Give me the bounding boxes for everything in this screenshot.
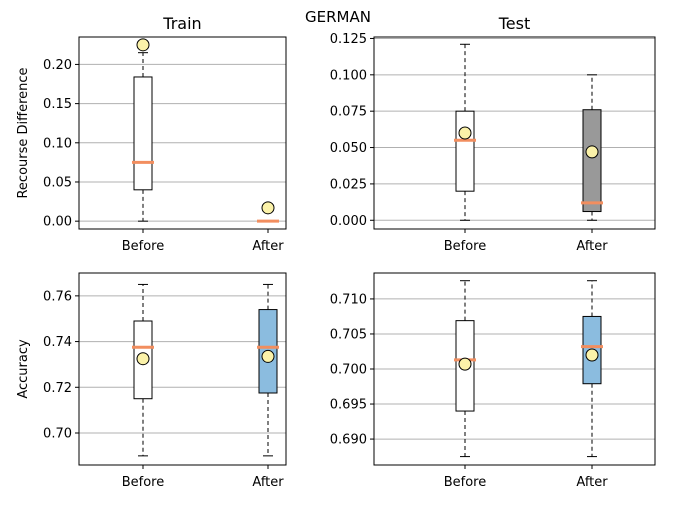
y-tick-label: 0.710 — [330, 292, 367, 307]
x-tick-label: After — [576, 239, 608, 254]
box-before — [454, 43, 476, 221]
x-tick-label: Before — [444, 475, 487, 490]
panels: 0.00 0.05 0.10 0.15 0.20 Before After Train Reco… — [16, 14, 656, 490]
y-tick-label: 0.76 — [43, 289, 72, 304]
mean-marker — [458, 357, 472, 371]
mean-marker — [585, 348, 599, 362]
box-after — [257, 201, 279, 223]
box-iqr — [455, 110, 475, 192]
box-after — [581, 280, 603, 458]
panel-bottom-left: 0.70 0.72 0.74 0.76 Before After Accuracy — [16, 272, 287, 490]
y-tick-label: 0.00 — [43, 215, 72, 230]
y-tick-label: 0.74 — [43, 335, 72, 350]
y-tick-label: 0.125 — [330, 32, 367, 47]
y-tick-label: 0.000 — [330, 214, 367, 229]
y-tick-label: 0.20 — [43, 58, 72, 73]
x-tick-label: After — [252, 239, 284, 254]
x-tick-label: After — [576, 475, 608, 490]
x-tick-label: Before — [444, 239, 487, 254]
suptitle: GERMAN — [305, 8, 371, 26]
axes-frame — [78, 36, 287, 230]
x-tick-label: After — [252, 475, 284, 490]
panel-bottom-right: 0.690 0.695 0.700 0.705 0.710 Before After — [330, 272, 656, 490]
y-tick-label: 0.72 — [43, 381, 72, 396]
mean-marker — [136, 38, 150, 52]
y-tick-label: 0.705 — [330, 327, 367, 342]
y-axis-label: Recourse Difference — [16, 67, 31, 198]
y-tick-label: 0.050 — [330, 141, 367, 156]
box-before — [132, 38, 154, 222]
y-tick-label: 0.025 — [330, 177, 367, 192]
axes-frame — [78, 272, 287, 466]
y-axis-label: Accuracy — [16, 339, 31, 399]
y-tick-label: 0.05 — [43, 175, 72, 190]
x-tick-label: Before — [122, 239, 165, 254]
panel-top-left: 0.00 0.05 0.10 0.15 0.20 Before After Train Reco… — [16, 14, 287, 254]
mean-marker — [458, 126, 472, 140]
y-tick-label: 0.100 — [330, 68, 367, 83]
mean-marker — [585, 145, 599, 159]
panel-title: Test — [498, 14, 531, 33]
box-after — [257, 283, 279, 457]
box-iqr — [582, 109, 602, 213]
y-tick-label: 0.690 — [330, 433, 367, 448]
mean-marker — [261, 201, 275, 215]
box-before — [454, 280, 476, 458]
mean-marker — [261, 349, 275, 363]
y-tick-label: 0.695 — [330, 398, 367, 413]
axes-frame — [373, 36, 656, 230]
y-tick-label: 0.700 — [330, 363, 367, 378]
box-after — [581, 74, 603, 221]
y-tick-label: 0.15 — [43, 97, 72, 112]
y-tick-label: 0.10 — [43, 136, 72, 151]
mean-marker — [136, 352, 150, 366]
panel-top-right: 0.000 0.025 0.050 0.075 0.100 0.125 Before Afte… — [330, 14, 656, 254]
box-before — [132, 283, 154, 457]
y-tick-label: 0.075 — [330, 105, 367, 120]
panel-title: Train — [162, 14, 201, 33]
x-tick-label: Before — [122, 475, 165, 490]
y-tick-label: 0.70 — [43, 427, 72, 442]
box-iqr — [133, 76, 153, 191]
